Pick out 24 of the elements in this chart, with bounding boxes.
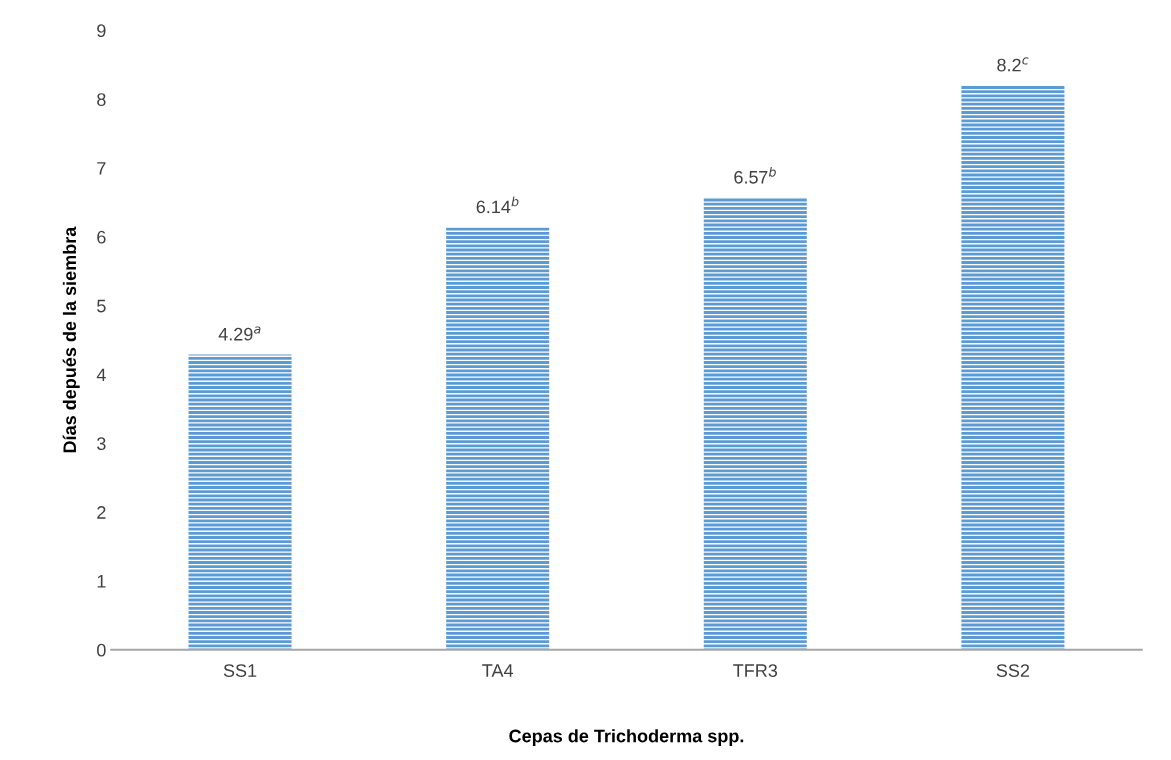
data-label: 4.29$^{a}$ (218, 326, 261, 341)
y-tick-label: 4 (96, 368, 106, 382)
y-tick-label: 8 (97, 93, 106, 106)
x-tick-label: TA4 (482, 664, 514, 677)
y-tick-label: 3 (97, 437, 106, 451)
y-tick-label: 9 (97, 24, 106, 38)
y-tick-label: 1 (97, 575, 106, 588)
y-tick-label: 0 (97, 643, 106, 657)
data-label: 8.2$^{c}$ (997, 57, 1029, 72)
x-tick-label: SS1 (223, 664, 257, 677)
x-tick-label: TFR3 (733, 664, 778, 677)
y-tick-label: 5 (97, 299, 106, 313)
bar (961, 85, 1065, 650)
data-label: 6.57$^{b}$ (734, 166, 776, 184)
y-tick-label: 6 (97, 230, 106, 244)
x-axis-title: Cepas de Trichoderma spp. (509, 729, 744, 746)
y-tick-label: 7 (97, 162, 106, 175)
data-label: 6.14$^{b}$ (476, 196, 519, 214)
x-tick-label: SS2 (996, 664, 1030, 677)
y-tick-label: 2 (97, 506, 106, 519)
bar (188, 354, 292, 650)
bar (703, 197, 807, 650)
y-axis-title: Días depués de la siembra (62, 226, 80, 453)
bar (446, 227, 550, 650)
